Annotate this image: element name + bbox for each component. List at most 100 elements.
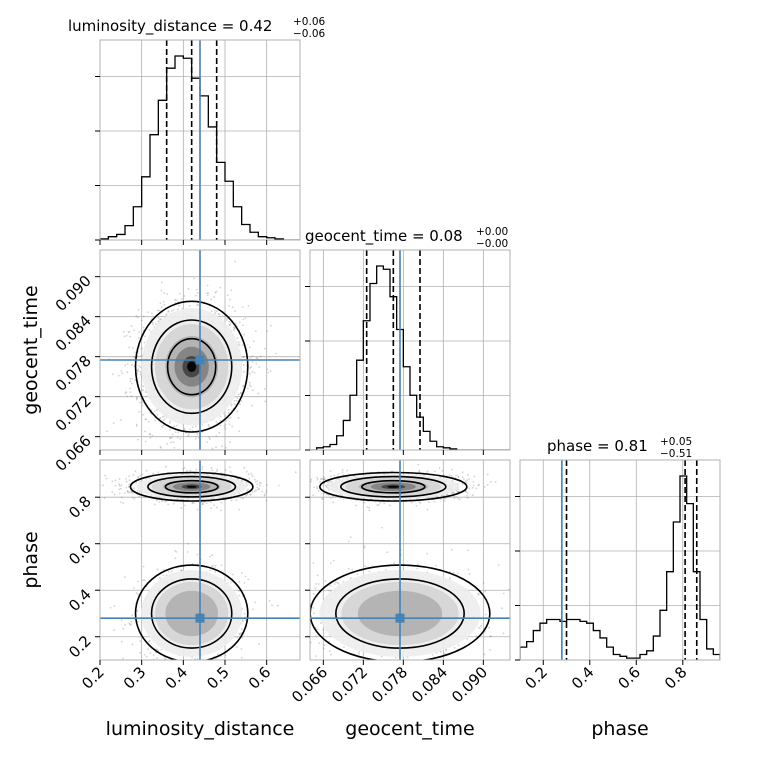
sample-point — [130, 325, 133, 328]
sample-point — [246, 484, 248, 487]
sample-point — [461, 482, 464, 485]
x-tick-label: 0.5 — [203, 663, 233, 693]
sample-point — [321, 497, 324, 500]
sample-point — [140, 354, 143, 357]
sample-point — [256, 480, 259, 482]
sample-point — [113, 629, 115, 632]
sample-point — [216, 470, 218, 473]
sample-point — [103, 497, 106, 500]
sample-point — [163, 292, 166, 294]
sample-point — [159, 416, 162, 419]
sample-point — [131, 614, 134, 617]
sample-point — [214, 311, 217, 314]
sample-point — [249, 346, 251, 349]
sample-point — [137, 476, 139, 479]
sample-point — [201, 502, 204, 505]
sample-point — [228, 466, 231, 469]
sample-point — [196, 657, 199, 660]
sample-point — [157, 471, 160, 474]
sample-point — [267, 371, 270, 374]
sample-point — [259, 482, 262, 485]
sample-point — [117, 374, 120, 377]
sample-point — [138, 410, 141, 413]
sample-point — [215, 420, 218, 423]
sample-point — [316, 478, 319, 481]
sample-point — [247, 488, 249, 491]
sample-point — [195, 468, 198, 471]
sample-point — [124, 576, 126, 578]
sample-point — [323, 478, 326, 481]
contour-line — [150, 578, 233, 649]
sample-point — [176, 436, 179, 439]
sample-point — [169, 437, 171, 439]
sample-point — [238, 633, 241, 636]
sample-point — [126, 362, 129, 365]
sample-point — [134, 351, 137, 354]
sample-point — [266, 484, 268, 487]
sample-point — [249, 356, 252, 359]
sample-point — [145, 655, 148, 658]
sample-point — [84, 351, 86, 353]
sample-point — [160, 306, 163, 309]
sample-point — [327, 481, 329, 484]
sample-point — [230, 289, 233, 292]
sample-point — [141, 473, 144, 476]
sample-point — [265, 489, 268, 492]
y-tick-label: 0.066 — [52, 432, 95, 475]
sample-point — [457, 497, 459, 500]
sample-point — [252, 608, 254, 611]
sample-point — [122, 627, 125, 630]
sample-point — [195, 288, 198, 291]
sample-point — [167, 310, 170, 313]
sample-point — [228, 417, 231, 420]
sample-point — [250, 385, 252, 388]
sample-point — [220, 509, 223, 512]
x-tick-label: 0.6 — [245, 663, 275, 693]
sample-point — [172, 502, 175, 505]
sample-point — [258, 488, 261, 490]
sample-point — [226, 294, 229, 297]
sample-point — [229, 323, 231, 326]
contour-line — [134, 564, 249, 660]
sample-point — [215, 454, 217, 456]
sample-point — [242, 385, 245, 388]
sample-point — [187, 433, 190, 436]
y-tick-label: 0.078 — [52, 352, 95, 395]
sample-point — [206, 441, 209, 444]
sample-point — [177, 308, 179, 311]
sample-point — [119, 484, 121, 487]
sample-point — [128, 346, 131, 349]
sample-point — [158, 417, 161, 420]
sample-point — [170, 441, 173, 444]
sample-point — [239, 632, 242, 635]
sample-point — [175, 550, 178, 553]
sample-point — [133, 497, 136, 500]
sample-point — [232, 329, 235, 332]
sample-point — [121, 372, 124, 375]
sample-point — [216, 468, 219, 471]
sample-point — [292, 487, 294, 489]
sample-point — [129, 377, 132, 380]
sample-point — [183, 295, 186, 297]
sample-point — [238, 430, 241, 433]
sample-point — [135, 315, 138, 317]
sample-point — [142, 326, 145, 329]
sample-point — [201, 670, 203, 672]
sample-point — [165, 312, 168, 315]
sample-point — [197, 303, 200, 306]
sample-point — [164, 658, 167, 660]
sample-point — [238, 594, 241, 597]
sample-point — [251, 355, 254, 357]
sample-point — [256, 486, 259, 489]
sample-point — [144, 335, 147, 338]
sample-point — [169, 420, 171, 423]
sample-point — [426, 470, 429, 473]
sample-point — [152, 654, 155, 656]
sample-point — [230, 405, 233, 407]
sample-point — [174, 431, 177, 434]
sample-point — [141, 402, 144, 404]
sample-point — [183, 427, 186, 430]
sample-point — [150, 408, 153, 411]
sample-point — [205, 664, 207, 666]
sample-point — [137, 308, 140, 311]
